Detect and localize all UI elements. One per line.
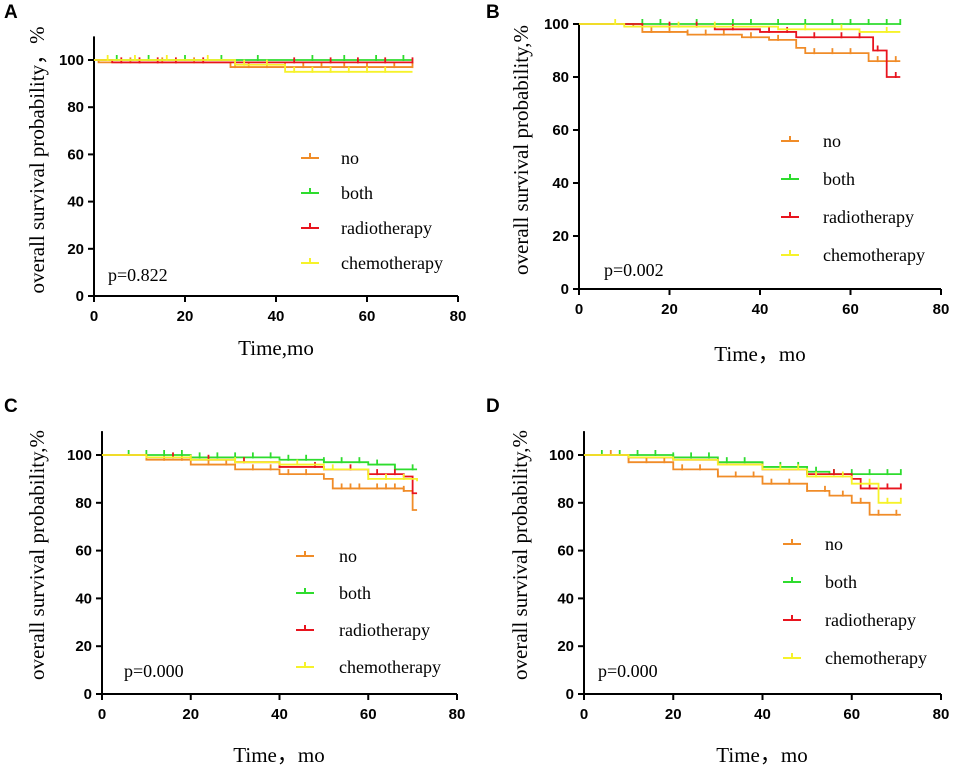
y-tick-label: 40	[75, 590, 92, 607]
x-tick-label: 0	[575, 301, 583, 318]
y-tick-label: 80	[557, 495, 574, 512]
panel-letter: A	[4, 2, 18, 23]
y-tick-label: 100	[544, 16, 569, 33]
y-tick-label: 20	[557, 638, 574, 655]
series-line-chemotherapy	[94, 59, 413, 73]
y-tick-label: 60	[557, 543, 574, 560]
series-line-chemotherapy	[579, 23, 901, 33]
y-tick-label: 60	[552, 122, 569, 139]
p-value: p=0.822	[108, 265, 168, 285]
x-tick-label: 0	[90, 308, 98, 325]
legend-label-no: no	[339, 546, 357, 566]
y-tick-label: 40	[557, 590, 574, 607]
y-tick-label: 100	[549, 447, 574, 464]
x-tick-label: 80	[449, 706, 466, 723]
legend-label-radiotherapy: radiotherapy	[341, 218, 432, 238]
panel-a: A 0 20 40 60 80 0 20 40 60 80 100 overall survival p…	[4, 2, 466, 360]
x-tick-label: 80	[933, 301, 950, 318]
y-axis-title: overall survival probability,%	[508, 430, 532, 680]
legend-label-both: both	[823, 169, 855, 189]
x-tick-label: 20	[665, 706, 682, 723]
legend-label-both: both	[339, 583, 371, 603]
x-tick-label: 20	[177, 308, 194, 325]
panel-letter: B	[486, 2, 500, 23]
series-line-no	[102, 454, 418, 511]
legend-label-no: no	[823, 131, 841, 151]
y-axis-title: overall survival probability,%	[25, 430, 49, 680]
y-tick-label: 40	[67, 194, 84, 211]
x-tick-label: 40	[754, 706, 771, 723]
y-tick-label: 80	[75, 495, 92, 512]
y-tick-label: 40	[552, 175, 569, 192]
legend-label-both: both	[825, 572, 857, 592]
panel-letter: C	[4, 396, 18, 417]
panel-c: C 0 20 40 60 80 0 20 40 60 80 100 overall survival p…	[4, 396, 465, 767]
x-tick-label: 60	[359, 308, 376, 325]
y-axis-title: overall survival probability，%	[25, 26, 49, 293]
x-tick-label: 20	[661, 301, 678, 318]
y-tick-label: 0	[566, 686, 574, 703]
x-tick-label: 0	[580, 706, 588, 723]
legend-label-radiotherapy: radiotherapy	[339, 620, 430, 640]
x-tick-label: 0	[98, 706, 106, 723]
x-axis-title: Time，mo	[714, 342, 805, 366]
legend-label-chemotherapy: chemotherapy	[825, 648, 927, 668]
p-value: p=0.000	[124, 661, 184, 681]
x-tick-label: 20	[182, 706, 199, 723]
x-axis-title: Time,mo	[238, 336, 314, 360]
x-tick-label: 40	[268, 308, 285, 325]
y-axis-title: overall survival probability,%	[509, 25, 533, 275]
series-line-chemotherapy	[584, 454, 901, 504]
x-tick-label: 60	[360, 706, 377, 723]
x-tick-label: 80	[450, 308, 467, 325]
legend-label-no: no	[825, 534, 843, 554]
panel-b: B 0 20 40 60 80 0 20 40 60 80 100 overall survival p…	[486, 2, 949, 366]
x-tick-label: 60	[842, 301, 859, 318]
y-tick-label: 0	[76, 288, 84, 305]
x-axis-title: Time，mo	[716, 743, 807, 767]
y-tick-label: 80	[552, 69, 569, 86]
x-tick-label: 60	[843, 706, 860, 723]
legend-label-no: no	[341, 148, 359, 168]
panel-d: D 0 20 40 60 80 0 20 40 60 80 100 overall survival p…	[486, 396, 949, 767]
y-tick-label: 20	[67, 241, 84, 258]
legend-label-chemotherapy: chemotherapy	[341, 253, 443, 273]
legend-label-both: both	[341, 183, 373, 203]
y-tick-label: 20	[75, 638, 92, 655]
y-tick-label: 60	[67, 146, 84, 163]
y-tick-label: 80	[67, 99, 84, 116]
legend-label-radiotherapy: radiotherapy	[825, 610, 916, 630]
x-axis-title: Time，mo	[233, 743, 324, 767]
x-tick-label: 80	[933, 706, 950, 723]
y-tick-label: 100	[67, 447, 92, 464]
p-value: p=0.000	[598, 661, 658, 681]
y-tick-label: 60	[75, 543, 92, 560]
p-value: p=0.002	[604, 260, 664, 280]
series-line-no	[94, 59, 413, 68]
series-line-no	[584, 454, 901, 516]
y-tick-label: 20	[552, 228, 569, 245]
series-line-radiotherapy	[102, 454, 418, 495]
legend-label-chemotherapy: chemotherapy	[339, 657, 441, 677]
legend-label-chemotherapy: chemotherapy	[823, 245, 925, 265]
y-tick-label: 100	[59, 52, 84, 69]
legend-label-radiotherapy: radiotherapy	[823, 207, 914, 227]
x-tick-label: 40	[752, 301, 769, 318]
panel-letter: D	[486, 396, 500, 417]
y-tick-label: 0	[561, 281, 569, 298]
y-tick-label: 0	[84, 686, 92, 703]
x-tick-label: 40	[271, 706, 288, 723]
series-line-radiotherapy	[579, 23, 901, 78]
